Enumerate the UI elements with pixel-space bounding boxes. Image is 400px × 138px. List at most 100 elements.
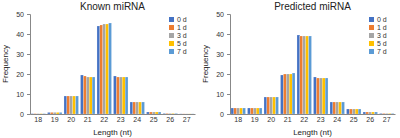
tick-mark: [27, 54, 30, 55]
bar: [366, 112, 369, 114]
legend-item: 0 d: [169, 16, 187, 23]
tick-label: 27: [183, 116, 191, 123]
bar: [300, 36, 303, 114]
bar: [253, 108, 256, 114]
bar: [31, 113, 34, 114]
tick: 20: [216, 71, 230, 78]
tick-label: 30: [16, 51, 24, 58]
tick-mark: [27, 74, 30, 75]
tick-label: 26: [366, 116, 374, 123]
tick: 20: [16, 71, 30, 78]
legend-label: 3 d: [377, 32, 387, 39]
bar: [330, 102, 333, 114]
tick-label: 40: [16, 31, 24, 38]
tick: 0: [220, 111, 230, 118]
axis-line: [227, 15, 231, 115]
tick-label: 21: [284, 116, 292, 123]
bar: [372, 112, 375, 114]
bar: [346, 109, 349, 114]
bar: [92, 77, 95, 114]
bar: [109, 23, 112, 114]
legend-swatch: [169, 17, 174, 22]
legend-item: 5 d: [169, 40, 187, 47]
bar: [319, 78, 322, 114]
legend-swatch: [169, 33, 174, 38]
tick-mark: [227, 54, 230, 55]
bar: [122, 77, 125, 114]
tick-mark: [227, 74, 230, 75]
tick: 30: [216, 51, 230, 58]
tick-label: 22: [100, 116, 108, 123]
tick-label: 20: [67, 116, 75, 123]
tick: 21: [284, 114, 292, 123]
bar: [283, 74, 286, 114]
legend-label: 5 d: [177, 40, 187, 47]
bar: [185, 113, 188, 114]
tick-label: 19: [51, 116, 59, 123]
plot-area: 01020304050181920212223242526270 d1 d3 d…: [216, 11, 395, 123]
tick-mark: [27, 14, 30, 15]
legend-label: 0 d: [177, 16, 187, 23]
axis-line: [27, 15, 31, 115]
bar: [64, 96, 67, 114]
legend-label: 5 d: [377, 40, 387, 47]
bar: [267, 97, 270, 114]
y-axis: 01020304050: [16, 11, 30, 118]
bar: [97, 26, 100, 114]
tick-label: 50: [216, 11, 224, 18]
tick-label: 50: [16, 11, 24, 18]
bar: [103, 24, 106, 114]
bar: [382, 113, 385, 114]
tick-label: 27: [383, 116, 391, 123]
bar: [133, 102, 136, 114]
bar: [136, 102, 139, 114]
tick-label: 0: [220, 111, 224, 118]
bar: [234, 108, 237, 114]
legend-item: 1 d: [369, 24, 387, 31]
bar: [297, 35, 300, 114]
bar: [325, 78, 328, 114]
bar: [142, 102, 145, 114]
tick-label: 22: [300, 116, 308, 123]
bar: [67, 96, 70, 114]
bar: [47, 112, 50, 114]
x-axis-title: Length (nt): [293, 128, 332, 137]
bar: [363, 112, 366, 114]
tick-label: 24: [333, 116, 341, 123]
bar: [369, 112, 372, 114]
bar: [270, 97, 273, 114]
bar: [355, 109, 358, 114]
tick: 27: [383, 114, 391, 123]
legend: 0 d1 d3 d5 d7 d: [369, 16, 387, 55]
tick-label: 40: [216, 31, 224, 38]
bars: [31, 23, 194, 114]
tick: 18: [34, 114, 42, 123]
tick-label: 25: [350, 116, 358, 123]
tick: 40: [16, 31, 30, 38]
tick-label: 18: [34, 116, 42, 123]
bar: [273, 97, 276, 114]
bar: [40, 113, 43, 114]
tick: 22: [300, 114, 308, 123]
y-axis-title: Frequency: [1, 45, 10, 83]
bar: [280, 75, 283, 114]
legend-swatch: [369, 33, 374, 38]
bar: [316, 78, 319, 114]
tick: 24: [133, 114, 141, 123]
bar: [76, 96, 79, 114]
bar: [188, 113, 191, 114]
y-axis: 01020304050: [216, 11, 230, 118]
bar: [247, 108, 250, 114]
tick: 25: [350, 114, 358, 123]
bar: [313, 77, 316, 114]
tick-label: 25: [150, 116, 158, 123]
tick-label: 26: [166, 116, 174, 123]
bar: [256, 108, 259, 114]
bar: [119, 77, 122, 114]
tick-label: 24: [133, 116, 141, 123]
bar: [73, 96, 76, 114]
bar: [169, 113, 172, 114]
legend: 0 d1 d3 d5 d7 d: [169, 16, 187, 55]
bar: [106, 24, 109, 114]
y-axis-title: Frequency: [201, 45, 210, 83]
